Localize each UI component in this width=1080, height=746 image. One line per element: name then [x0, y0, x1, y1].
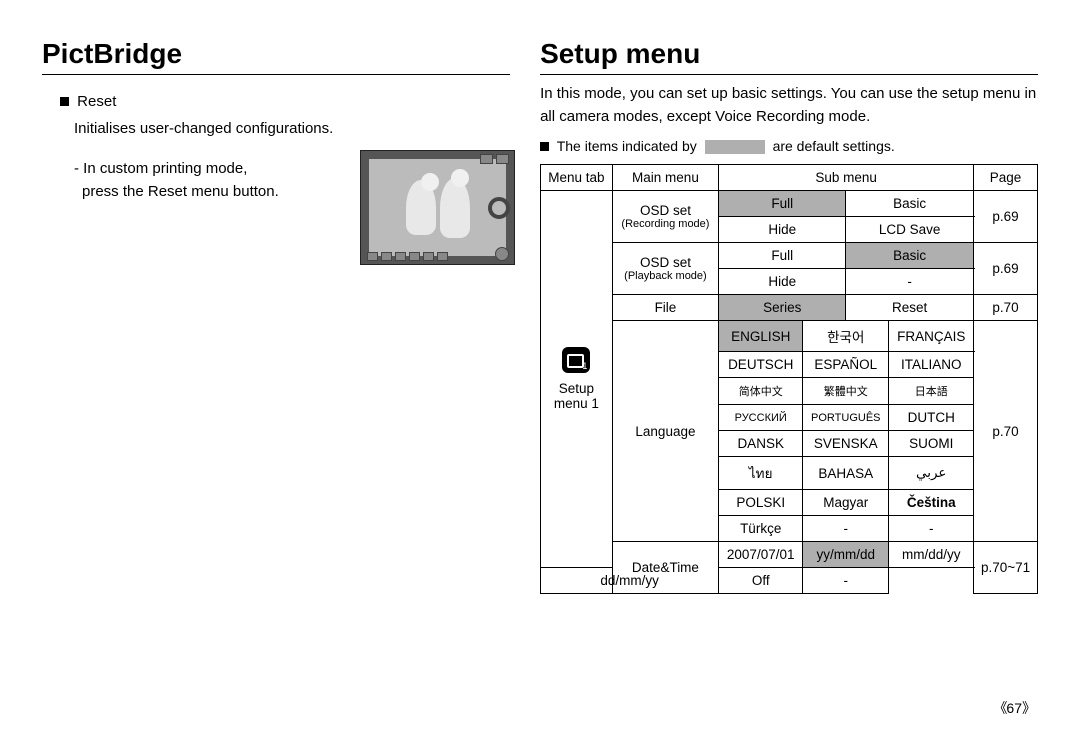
osd-play-line2: (Playback mode): [617, 270, 714, 282]
cell-dt: -: [803, 568, 889, 594]
setup-title: Setup menu: [540, 38, 1038, 75]
cell-osd-play-page: p.69: [974, 243, 1038, 295]
cell-lang: عربي: [889, 457, 974, 490]
default-note: The items indicated by are default setti…: [540, 138, 1038, 154]
row-osd-rec-1: Setup menu 1 OSD set (Recording mode) Fu…: [541, 191, 1038, 217]
cell-lang: SVENSKA: [803, 431, 889, 457]
row-datetime-1: Date&Time 2007/07/01 yy/mm/dd mm/dd/yy p…: [541, 542, 1038, 568]
cell-osd-rec-hide: Hide: [719, 217, 846, 243]
cell-lang: BAHASA: [803, 457, 889, 490]
reset-heading: Reset: [60, 91, 510, 114]
cell-lang: DUTCH: [889, 405, 974, 431]
pictbridge-title: PictBridge: [42, 38, 510, 75]
camera-photo: [369, 159, 506, 256]
page-number-value: 67: [1006, 700, 1022, 716]
note-pre: The items indicated by: [557, 138, 697, 154]
cell-lang: ITALIANO: [889, 352, 974, 378]
row-file: File Series Reset p.70: [541, 295, 1038, 321]
cell-osd-play-main: OSD set (Playback mode): [612, 243, 718, 295]
cell-lang: Magyar: [803, 490, 889, 516]
row-osd-play-1: OSD set (Playback mode) Full Basic p.69: [541, 243, 1038, 269]
default-swatch: [705, 140, 765, 154]
cell-lang: 简体中文: [719, 378, 803, 405]
th-sub-menu: Sub menu: [719, 165, 974, 191]
cell-lang-page: p.70: [974, 321, 1038, 542]
th-main-menu: Main menu: [612, 165, 718, 191]
note-post: are default settings.: [773, 138, 895, 154]
camera-preview-graphic: [360, 150, 515, 265]
cell-file-reset: Reset: [846, 295, 974, 321]
osd-rec-line2: (Recording mode): [617, 218, 714, 230]
setup-intro: In this mode, you can set up basic setti…: [540, 83, 1038, 128]
cell-osd-rec-main: OSD set (Recording mode): [612, 191, 718, 243]
cell-dt: mm/dd/yy: [889, 542, 974, 568]
osd-rec-line1: OSD set: [617, 203, 714, 218]
cell-lang: -: [803, 516, 889, 542]
osd-play-line1: OSD set: [617, 255, 714, 270]
cell-dt-page: p.70~71: [974, 542, 1038, 594]
cell-lang: Čeština: [889, 490, 974, 516]
cell-osd-play-basic: Basic: [846, 243, 974, 269]
th-menu-tab: Menu tab: [541, 165, 613, 191]
cell-lang: 한국어: [803, 321, 889, 352]
cell-osd-rec-lcd: LCD Save: [846, 217, 974, 243]
cell-lang: ENGLISH: [719, 321, 803, 352]
cell-lang-main: Language: [612, 321, 718, 542]
cell-menu-tab: Setup menu 1: [541, 191, 613, 568]
bullet-square-icon: [540, 142, 549, 151]
cell-lang: POLSKI: [719, 490, 803, 516]
menu-tab-line2: menu 1: [545, 396, 608, 411]
cell-lang: ESPAÑOL: [803, 352, 889, 378]
cell-osd-play-hide: Hide: [719, 269, 846, 295]
cell-osd-rec-page: p.69: [974, 191, 1038, 243]
bullet-square-icon: [60, 97, 69, 106]
cell-lang: 繁體中文: [803, 378, 889, 405]
row-datetime-2: dd/mm/yy Off -: [541, 568, 1038, 594]
menu-tab-line1: Setup: [545, 381, 608, 396]
cell-osd-rec-basic: Basic: [846, 191, 974, 217]
cell-dt: yy/mm/dd: [803, 542, 889, 568]
cell-lang: ไทย: [719, 457, 803, 490]
camera-play-icon: [495, 247, 509, 261]
cell-osd-play-full: Full: [719, 243, 846, 269]
table-header-row: Menu tab Main menu Sub menu Page: [541, 165, 1038, 191]
cell-file-main: File: [612, 295, 718, 321]
right-column: Setup menu In this mode, you can set up …: [540, 38, 1038, 594]
setup-menu-icon: [562, 347, 590, 373]
cell-lang: 日本語: [889, 378, 974, 405]
cell-lang: -: [889, 516, 974, 542]
cell-lang: SUOMI: [889, 431, 974, 457]
reset-desc: Initialises user-changed configurations.: [60, 118, 510, 141]
reset-label: Reset: [77, 93, 116, 110]
cell-lang: РУССКИЙ: [719, 405, 803, 431]
cell-lang: DEUTSCH: [719, 352, 803, 378]
page-number: 《67》: [993, 698, 1035, 718]
setup-table: Menu tab Main menu Sub menu Page Setup m…: [540, 164, 1038, 594]
cell-lang: PORTUGUÊS: [803, 405, 889, 431]
camera-top-icons: [480, 154, 509, 164]
cell-file-series: Series: [719, 295, 846, 321]
cell-lang: DANSK: [719, 431, 803, 457]
cell-lang: FRANÇAIS: [889, 321, 974, 352]
camera-dial-icon: [488, 197, 510, 219]
cell-osd-play-dash: -: [846, 269, 974, 295]
camera-bottom-icons: [367, 252, 448, 261]
cell-lang: Türkçe: [719, 516, 803, 542]
row-lang-1: Language ENGLISH 한국어 FRANÇAIS p.70: [541, 321, 1038, 352]
cell-dt: 2007/07/01: [719, 542, 803, 568]
cell-osd-rec-full: Full: [719, 191, 846, 217]
left-column: PictBridge Reset Initialises user-change…: [42, 38, 540, 594]
th-page: Page: [974, 165, 1038, 191]
cell-dt: Off: [719, 568, 803, 594]
cell-file-page: p.70: [974, 295, 1038, 321]
